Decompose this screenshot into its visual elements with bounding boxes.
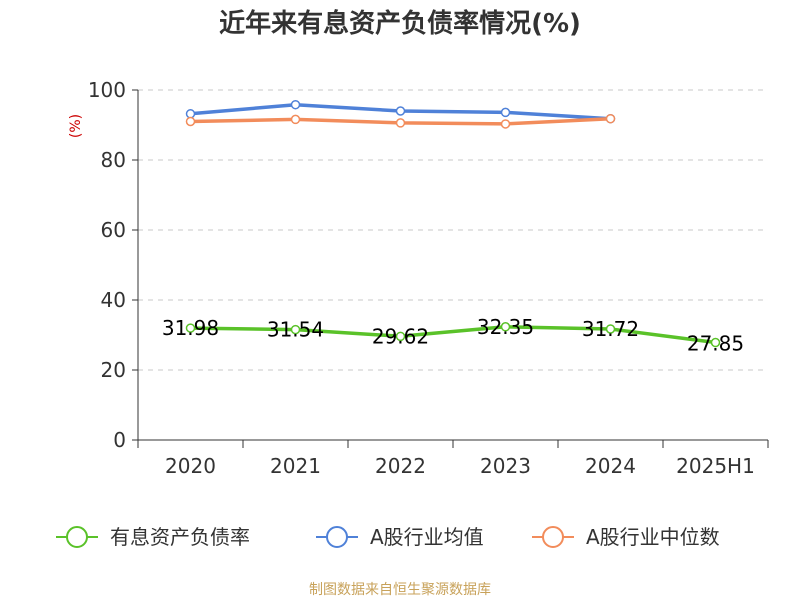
- grid: [138, 89, 768, 371]
- data-label: 31.54: [267, 318, 324, 342]
- data-point-1: [500, 107, 511, 118]
- legend-label: 有息资产负债率: [110, 525, 250, 549]
- data-point-0: [605, 324, 616, 334]
- y-tick-label: 40: [101, 288, 126, 312]
- legend-label: A股行业均值: [370, 525, 484, 549]
- axes: 0 20 40 60 80 100 2020 2021 2022 2023 2024 2025H1: [88, 78, 769, 478]
- x-tick-label: 2022: [375, 454, 426, 478]
- y-tick-label: 20: [101, 358, 126, 382]
- data-point-1: [185, 109, 196, 119]
- data-point-0: [710, 337, 721, 348]
- data-label: 29.62: [372, 324, 429, 348]
- x-tick-label: 2020: [165, 454, 216, 478]
- data-label: 27.85: [687, 332, 744, 356]
- data-point-1: [395, 106, 406, 116]
- x-tick-label: 2023: [480, 454, 531, 478]
- data-label: 31.72: [582, 317, 639, 341]
- y-tick-label: 60: [101, 218, 126, 242]
- y-unit-label: (%): [68, 114, 84, 138]
- chart-title: 近年来有息资产负债率情况(%): [219, 8, 581, 39]
- x-tick-label: 2021: [270, 454, 321, 478]
- y-tick-label: 100: [88, 78, 126, 102]
- data-labels: 31.98 31.54 29.62 32.35 31.72 27.85: [162, 315, 744, 356]
- data-point-0: [185, 323, 196, 333]
- data-point-0: [500, 322, 511, 332]
- data-label: 31.98: [162, 316, 219, 340]
- data-point-0: [290, 324, 301, 335]
- legend-label: A股行业中位数: [586, 525, 720, 549]
- data-label: 32.35: [477, 315, 534, 339]
- legend-marker: [66, 526, 88, 548]
- series-layer: [185, 99, 721, 348]
- x-tick-label: 2024: [585, 454, 636, 478]
- series-line-0: [188, 325, 718, 345]
- legend-marker: [326, 526, 348, 548]
- data-point-2: [605, 113, 616, 124]
- y-tick-label: 0: [113, 428, 126, 452]
- data-point-0: [395, 331, 406, 342]
- data-point-2: [290, 114, 301, 125]
- data-point-2: [395, 118, 406, 128]
- legend-marker: [542, 526, 564, 548]
- legend: 有息资产负债率 A股行业均值 A股行业中位数: [56, 525, 720, 549]
- source-note: 制图数据来自恒生聚源数据库: [309, 582, 491, 598]
- data-point-1: [290, 99, 301, 110]
- data-point-2: [185, 116, 196, 127]
- data-point-2: [500, 119, 511, 129]
- y-tick-label: 80: [101, 148, 126, 172]
- x-tick-label: 2025H1: [676, 454, 755, 478]
